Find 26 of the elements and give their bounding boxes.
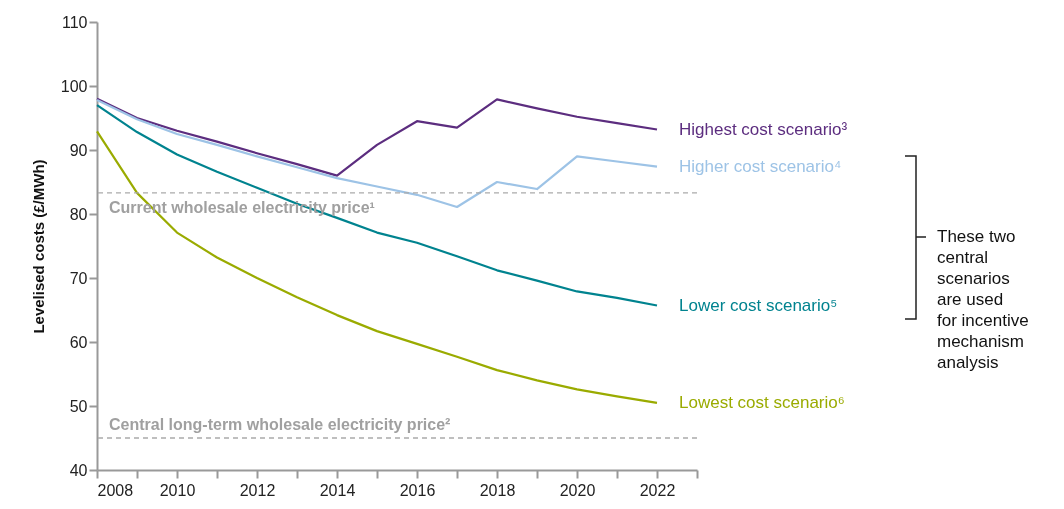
line-series [95,104,659,307]
x-tick-label: 2020 [559,481,596,499]
line-series [95,130,659,404]
x-tick-label: 2012 [239,481,276,499]
series-label: Lower cost scenario⁵ [679,295,838,315]
series-label: Lowest cost scenario⁶ [679,392,845,412]
y-tick-label: 110 [61,13,88,31]
y-tick-label: 70 [69,269,88,287]
y-tick-label: 40 [69,461,88,479]
y-tick-label: 90 [69,141,88,159]
series-label: Higher cost scenario⁴ [679,156,842,176]
x-tick-label: 2010 [159,481,196,499]
text: These two central scenarios are used for incentive mechanism analysis [937,227,1029,372]
y-tick-label: 100 [60,77,88,95]
line-series [95,97,659,177]
series-label: Highest cost scenario³ [679,119,848,139]
x-tick-label: 2008 [97,481,134,499]
x-tick-label: 2022 [639,481,676,499]
ref-line-label: Central long-term wholesale electricity price² [109,416,451,433]
y-axis-title: Levelised costs (£/MWh) [29,159,47,334]
x-tick-label: 2014 [319,481,356,499]
y-tick-label: 80 [69,205,88,223]
y-tick-label: 60 [69,333,88,351]
x-tick-label: 2018 [479,481,516,499]
x-tick-label: 2016 [399,481,436,499]
y-tick-label: 50 [69,397,88,415]
